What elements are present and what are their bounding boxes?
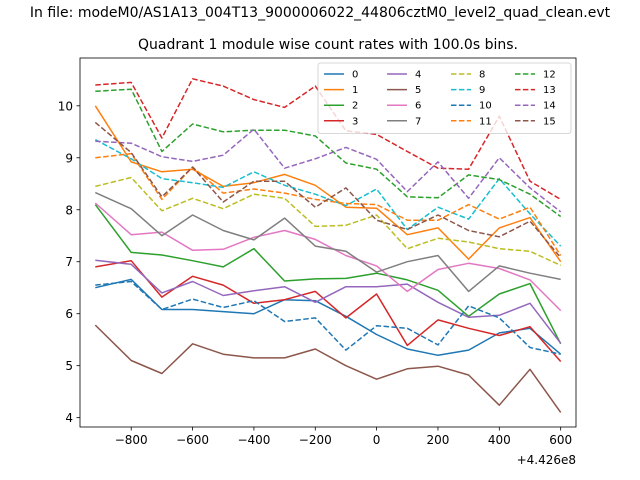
series-line-12 (95, 88, 562, 218)
axes-frame (79, 57, 577, 428)
legend-label-11: 11 (479, 116, 492, 127)
y-tick-label: 5 (65, 359, 73, 373)
x-tick-label: −600 (176, 433, 209, 447)
series-line-2 (94, 204, 562, 345)
legend-label-0: 0 (352, 70, 358, 81)
series-line-8 (95, 176, 562, 267)
y-tick-label: 10 (58, 99, 73, 113)
legend-label-3: 3 (352, 116, 358, 127)
legend-label-6: 6 (415, 101, 421, 112)
legend-label-14: 14 (543, 101, 556, 112)
legend-label-10: 10 (479, 101, 492, 112)
legend-label-12: 12 (543, 70, 556, 81)
legend-label-13: 13 (543, 85, 556, 96)
series-line-0 (95, 278, 562, 357)
x-tick-label: 0 (373, 433, 381, 447)
y-tick-label: 9 (65, 151, 73, 165)
x-tick-label: 600 (549, 433, 572, 447)
y-tick-label: 8 (65, 203, 73, 217)
series-line-1 (94, 105, 562, 263)
legend-label-15: 15 (543, 116, 556, 127)
series-line-4 (95, 259, 562, 344)
plot-area (79, 57, 577, 428)
series-line-11 (95, 152, 562, 256)
x-offset-label: +4.426e8 (517, 453, 576, 467)
series-line-15 (94, 121, 562, 259)
y-tick-label: 7 (65, 255, 73, 269)
x-tick-label: −400 (237, 433, 270, 447)
x-tick-label: −200 (299, 433, 332, 447)
series-line-7 (94, 191, 561, 293)
series-line-5 (94, 324, 562, 413)
x-tick-label: 400 (488, 433, 511, 447)
legend-label-9: 9 (479, 85, 485, 96)
legend-label-8: 8 (479, 70, 485, 81)
legend-label-2: 2 (352, 101, 358, 112)
y-tick-label: 4 (65, 411, 73, 425)
legend-label-5: 5 (415, 85, 421, 96)
figure-suptitle: In file: modeM0/AS1A13_004T13_9000006022… (30, 5, 611, 21)
series-line-14 (95, 128, 562, 213)
legend-box (317, 62, 572, 134)
series-line-6 (94, 202, 562, 312)
legend-label-4: 4 (415, 70, 421, 81)
x-tick-label: 200 (427, 433, 450, 447)
legend-label-7: 7 (415, 116, 421, 127)
legend-label-1: 1 (352, 85, 358, 96)
series-line-10 (95, 280, 561, 355)
y-tick-label: 6 (65, 307, 73, 321)
chart-title: Quadrant 1 module wise count rates with … (138, 37, 518, 53)
series-line-9 (94, 138, 562, 247)
x-tick-label: −800 (115, 433, 148, 447)
axis-ticks: −800 −600 −400 −200 0 200 400 600 4 5 6 7 8 9 10 (58, 99, 572, 447)
